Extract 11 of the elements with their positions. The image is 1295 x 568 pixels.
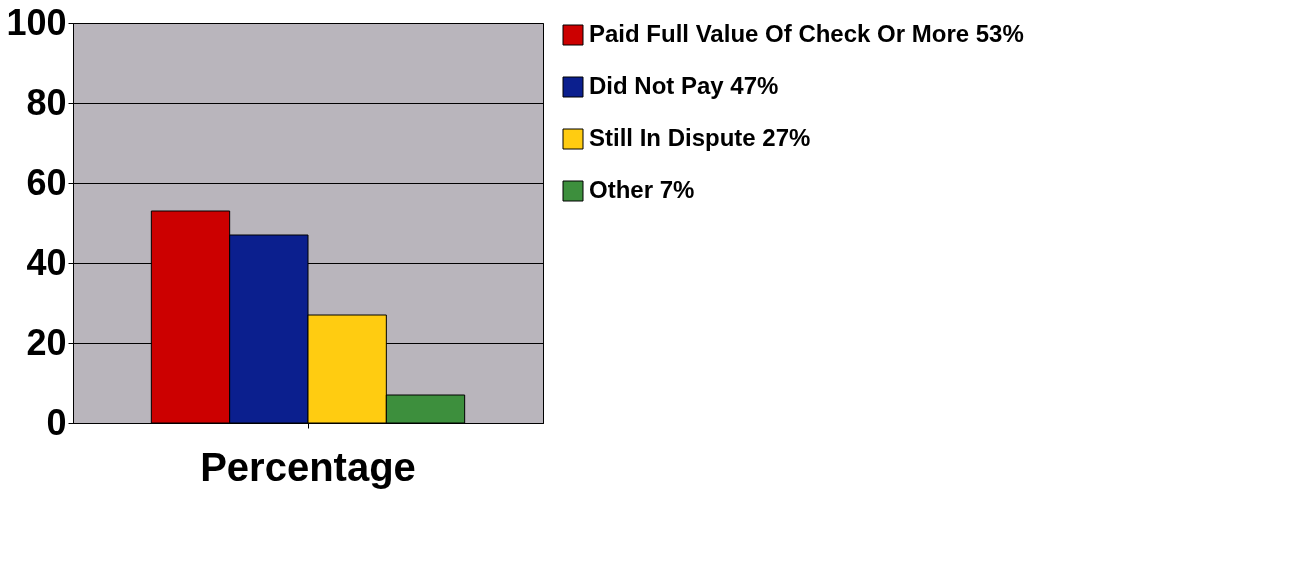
- y-tick-label: 20: [26, 321, 67, 363]
- legend-label: Other 7%: [589, 176, 695, 203]
- x-tick-label: Percentage: [200, 444, 416, 489]
- y-tick-label: 0: [46, 401, 67, 443]
- y-tick-label: 80: [26, 81, 67, 123]
- legend-label: Still In Dispute 27%: [589, 124, 811, 151]
- legend-label: Paid Full Value Of Check Or More 53%: [589, 20, 1024, 47]
- y-tick-label: 40: [26, 241, 67, 283]
- y-tick-label: 100: [6, 1, 67, 43]
- legend-label: Did Not Pay 47%: [589, 72, 779, 99]
- y-tick-label: 60: [26, 161, 67, 203]
